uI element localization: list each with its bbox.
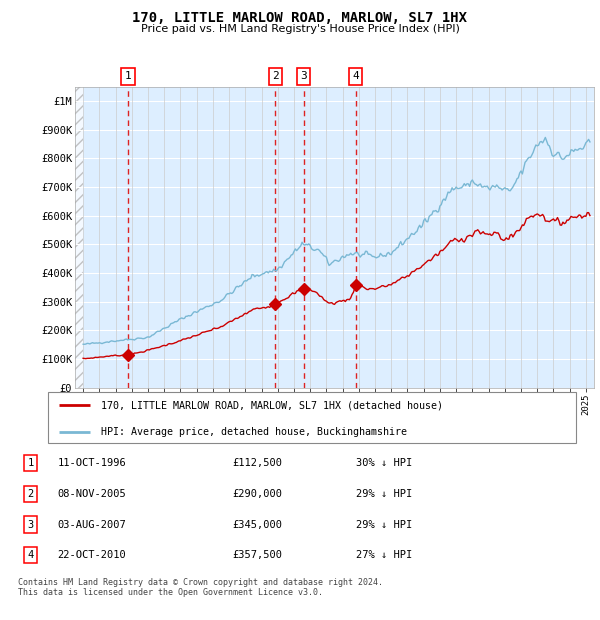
- Text: 1: 1: [125, 71, 131, 81]
- Text: £290,000: £290,000: [232, 489, 283, 499]
- Text: 3: 3: [300, 71, 307, 81]
- Text: Contains HM Land Registry data © Crown copyright and database right 2024.
This d: Contains HM Land Registry data © Crown c…: [18, 578, 383, 597]
- Text: 170, LITTLE MARLOW ROAD, MARLOW, SL7 1HX (detached house): 170, LITTLE MARLOW ROAD, MARLOW, SL7 1HX…: [101, 400, 443, 410]
- Text: 4: 4: [27, 550, 34, 560]
- Text: 170, LITTLE MARLOW ROAD, MARLOW, SL7 1HX: 170, LITTLE MARLOW ROAD, MARLOW, SL7 1HX: [133, 11, 467, 25]
- Text: 29% ↓ HPI: 29% ↓ HPI: [356, 489, 413, 499]
- Text: £345,000: £345,000: [232, 520, 283, 529]
- Text: £357,500: £357,500: [232, 550, 283, 560]
- Text: 22-OCT-2010: 22-OCT-2010: [58, 550, 126, 560]
- Text: 27% ↓ HPI: 27% ↓ HPI: [356, 550, 413, 560]
- Text: £112,500: £112,500: [232, 458, 283, 468]
- Text: 30% ↓ HPI: 30% ↓ HPI: [356, 458, 413, 468]
- Text: HPI: Average price, detached house, Buckinghamshire: HPI: Average price, detached house, Buck…: [101, 427, 407, 437]
- Text: 3: 3: [27, 520, 34, 529]
- Text: 29% ↓ HPI: 29% ↓ HPI: [356, 520, 413, 529]
- Text: 1: 1: [27, 458, 34, 468]
- Text: 08-NOV-2005: 08-NOV-2005: [58, 489, 126, 499]
- Text: 11-OCT-1996: 11-OCT-1996: [58, 458, 126, 468]
- Text: 2: 2: [272, 71, 278, 81]
- FancyBboxPatch shape: [48, 392, 576, 443]
- Text: Price paid vs. HM Land Registry's House Price Index (HPI): Price paid vs. HM Land Registry's House …: [140, 24, 460, 33]
- Bar: [75, 87, 83, 388]
- Text: 4: 4: [352, 71, 359, 81]
- Text: 2: 2: [27, 489, 34, 499]
- Text: 03-AUG-2007: 03-AUG-2007: [58, 520, 126, 529]
